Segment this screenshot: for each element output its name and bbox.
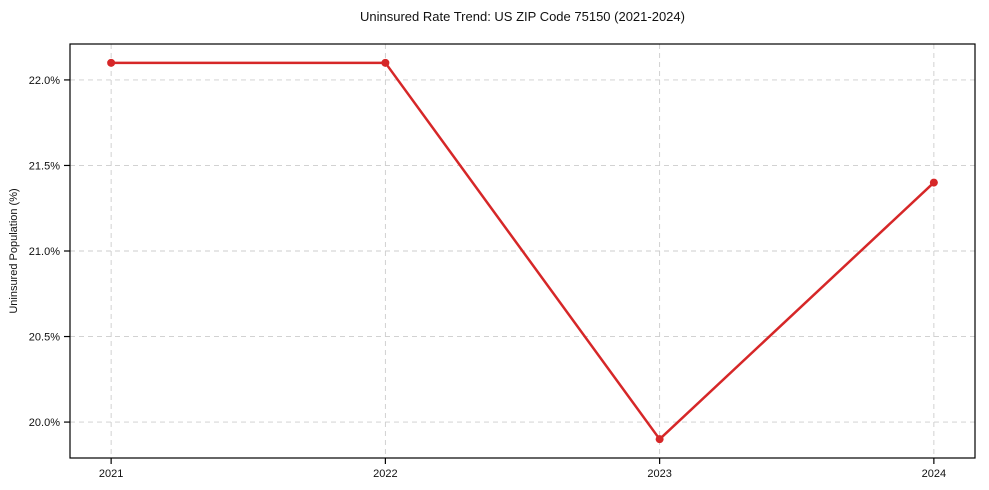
x-tick-label: 2022 — [373, 468, 397, 480]
data-point — [655, 435, 664, 444]
data-point — [107, 58, 116, 67]
x-tick-label: 2024 — [922, 468, 946, 480]
y-tick-label: 20.5% — [29, 332, 60, 344]
data-point — [381, 58, 390, 67]
chart-title: Uninsured Rate Trend: US ZIP Code 75150 … — [360, 9, 685, 24]
y-tick-label: 21.5% — [29, 160, 60, 172]
x-tick-label: 2023 — [647, 468, 671, 480]
y-tick-label: 21.0% — [29, 246, 60, 258]
y-tick-label: 22.0% — [29, 75, 60, 87]
y-axis-label: Uninsured Population (%) — [8, 188, 20, 314]
x-tick-label: 2021 — [99, 468, 123, 480]
trend-line — [109, 61, 936, 441]
y-tick-label: 20.0% — [29, 417, 60, 429]
data-point — [929, 178, 938, 187]
